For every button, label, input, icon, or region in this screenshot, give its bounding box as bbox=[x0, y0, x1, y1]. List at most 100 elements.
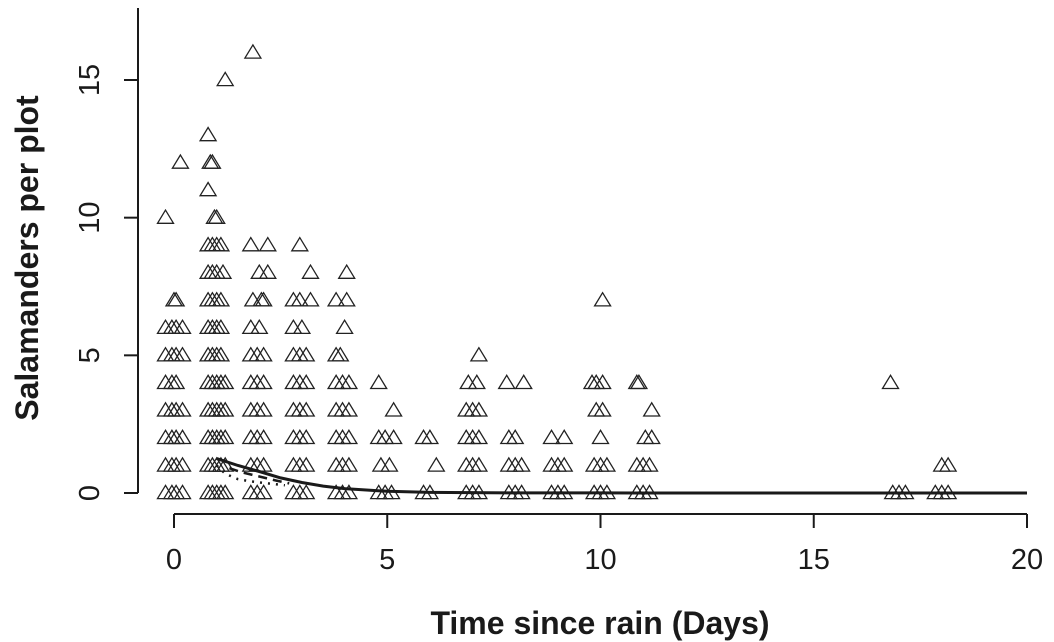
data-point bbox=[166, 291, 186, 307]
data-point bbox=[591, 429, 610, 445]
y-tick-label: 15 bbox=[74, 64, 106, 96]
data-point bbox=[254, 401, 273, 417]
data-point bbox=[203, 153, 222, 169]
data-point bbox=[339, 484, 359, 500]
data-point bbox=[254, 374, 273, 390]
data-point bbox=[339, 429, 359, 445]
data-point bbox=[254, 291, 273, 307]
y-ticks: 0 5 10 15 bbox=[74, 64, 138, 501]
x-tick-label: 15 bbox=[798, 544, 830, 576]
data-point bbox=[497, 374, 516, 390]
data-point bbox=[555, 456, 574, 472]
fit-lines bbox=[215, 457, 1027, 495]
data-point bbox=[542, 429, 561, 445]
fit-line-solid bbox=[216, 457, 1027, 495]
data-point bbox=[297, 374, 316, 390]
data-point bbox=[250, 263, 269, 279]
data-point bbox=[216, 401, 235, 417]
data-point bbox=[297, 346, 316, 362]
data-points bbox=[156, 43, 958, 500]
data-point bbox=[337, 263, 356, 279]
data-point bbox=[243, 291, 263, 307]
data-point bbox=[166, 374, 186, 390]
data-point bbox=[211, 318, 231, 335]
data-point bbox=[250, 318, 269, 335]
fit-line-dashed bbox=[229, 467, 290, 485]
data-point bbox=[469, 401, 489, 417]
data-point bbox=[254, 429, 273, 445]
data-point bbox=[216, 429, 235, 445]
data-point bbox=[597, 456, 617, 472]
data-point bbox=[371, 456, 391, 472]
data-point bbox=[301, 263, 320, 279]
data-point bbox=[243, 43, 263, 59]
data-point bbox=[171, 153, 190, 169]
data-point bbox=[254, 484, 273, 500]
data-point bbox=[258, 236, 277, 252]
data-point bbox=[642, 401, 661, 417]
data-point bbox=[284, 318, 303, 335]
axes bbox=[137, 8, 1027, 515]
data-point bbox=[290, 236, 309, 252]
data-point bbox=[467, 374, 486, 390]
y-tick-label: 0 bbox=[74, 485, 106, 501]
y-axis-title: Salamanders per plot bbox=[9, 95, 45, 421]
data-point bbox=[339, 374, 359, 390]
data-point bbox=[216, 456, 235, 472]
fit-line-dotted bbox=[215, 464, 286, 487]
data-point bbox=[241, 318, 260, 335]
data-point bbox=[380, 456, 399, 472]
data-point bbox=[469, 456, 489, 472]
data-point bbox=[640, 456, 659, 472]
data-point bbox=[339, 456, 359, 472]
y-tick-label: 5 bbox=[74, 347, 106, 363]
data-point bbox=[469, 429, 489, 445]
data-point bbox=[881, 374, 900, 390]
x-ticks: 0 5 10 15 20 bbox=[166, 514, 1043, 576]
data-point bbox=[629, 374, 649, 390]
data-point bbox=[593, 291, 612, 307]
data-point bbox=[216, 484, 235, 500]
data-point bbox=[593, 374, 612, 390]
data-point bbox=[326, 291, 346, 307]
data-point bbox=[459, 374, 478, 390]
data-point bbox=[301, 291, 320, 307]
y-tick-label: 10 bbox=[74, 202, 106, 234]
data-point bbox=[254, 346, 273, 362]
data-point bbox=[173, 346, 192, 362]
data-point bbox=[337, 291, 356, 307]
data-point bbox=[339, 401, 359, 417]
data-point bbox=[297, 484, 316, 500]
data-point bbox=[469, 346, 489, 362]
data-point bbox=[216, 71, 235, 87]
x-tick-label: 10 bbox=[584, 544, 616, 576]
data-point bbox=[335, 318, 354, 335]
data-point bbox=[642, 429, 661, 445]
data-point bbox=[384, 429, 403, 445]
data-point bbox=[198, 181, 218, 197]
data-point bbox=[297, 456, 316, 472]
data-point bbox=[173, 484, 192, 500]
data-point bbox=[427, 456, 446, 472]
data-point bbox=[156, 208, 175, 224]
data-point bbox=[211, 346, 231, 362]
data-point bbox=[420, 429, 440, 445]
data-point bbox=[514, 374, 533, 390]
data-point bbox=[593, 401, 612, 417]
data-point bbox=[241, 236, 260, 252]
data-point bbox=[211, 236, 231, 252]
data-point bbox=[216, 374, 235, 390]
data-point bbox=[297, 401, 316, 417]
data-point bbox=[506, 429, 525, 445]
data-point bbox=[254, 456, 273, 472]
data-point bbox=[297, 429, 316, 445]
data-point bbox=[290, 291, 309, 307]
data-point bbox=[938, 456, 958, 472]
data-point bbox=[198, 126, 218, 142]
x-tick-label: 20 bbox=[1011, 544, 1043, 576]
data-point bbox=[213, 263, 233, 279]
x-axis-title: Time since rain (Days) bbox=[430, 605, 769, 641]
data-point bbox=[512, 456, 531, 472]
data-point bbox=[173, 456, 192, 472]
